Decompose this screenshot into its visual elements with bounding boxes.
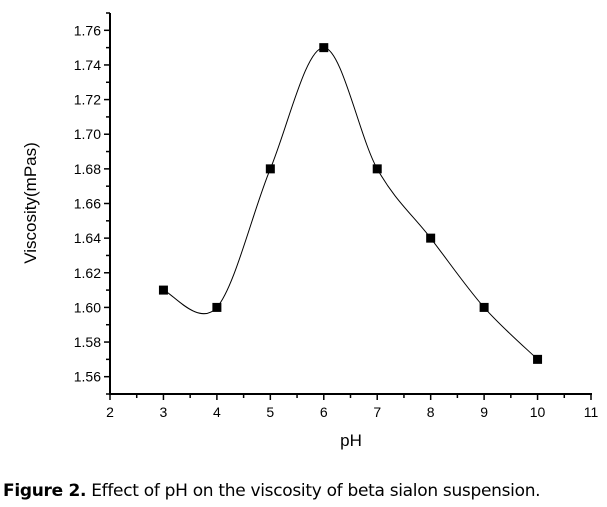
y-tick-label: 1.66: [74, 196, 101, 212]
y-tick-label: 1.74: [74, 57, 101, 73]
data-point: [372, 164, 382, 174]
y-tick-label: 1.58: [74, 334, 101, 350]
x-tick-label: 6: [320, 404, 328, 420]
data-point: [319, 43, 329, 53]
x-tick-label: 11: [584, 404, 599, 420]
data-point: [265, 164, 275, 174]
data-points: [158, 43, 543, 364]
x-tick-label: 8: [427, 404, 435, 420]
x-tick-label: 9: [480, 404, 488, 420]
axes: [109, 13, 592, 395]
ticks: 2 3 4 5 6 7 8 9 10 11 1.56 1.58 1.60 1.62 1.64 1.66 1.68…: [74, 12, 599, 420]
y-tick-label: 1.60: [74, 299, 101, 315]
x-tick-label: 5: [266, 404, 274, 420]
series-line: [163, 47, 538, 360]
caption-text: Effect of pH on the viscosity of beta si…: [86, 481, 541, 501]
data-point: [426, 233, 436, 243]
y-tick-label: 1.76: [74, 22, 101, 38]
data-point: [479, 302, 489, 312]
x-tick-label: 7: [373, 404, 381, 420]
figure-caption: Figure 2. Effect of pH on the viscosity …: [3, 481, 541, 501]
y-tick-label: 1.68: [74, 161, 101, 177]
y-tick-label: 1.70: [74, 126, 101, 142]
y-tick-label: 1.56: [74, 369, 101, 385]
y-tick-label: 1.64: [74, 230, 101, 246]
y-tick-label: 1.62: [74, 265, 101, 281]
x-tick-label: 4: [213, 404, 221, 420]
y-tick-label: 1.72: [74, 92, 101, 108]
x-axis-title: pH: [340, 431, 362, 450]
y-axis-title: Viscosity(mPas): [21, 142, 40, 264]
x-tick-label: 3: [160, 404, 168, 420]
data-point: [158, 285, 168, 295]
caption-label: Figure 2.: [3, 481, 87, 501]
x-tick-label: 10: [530, 404, 546, 420]
x-tick-label: 2: [106, 404, 114, 420]
data-point: [212, 302, 222, 312]
data-point: [533, 354, 543, 364]
